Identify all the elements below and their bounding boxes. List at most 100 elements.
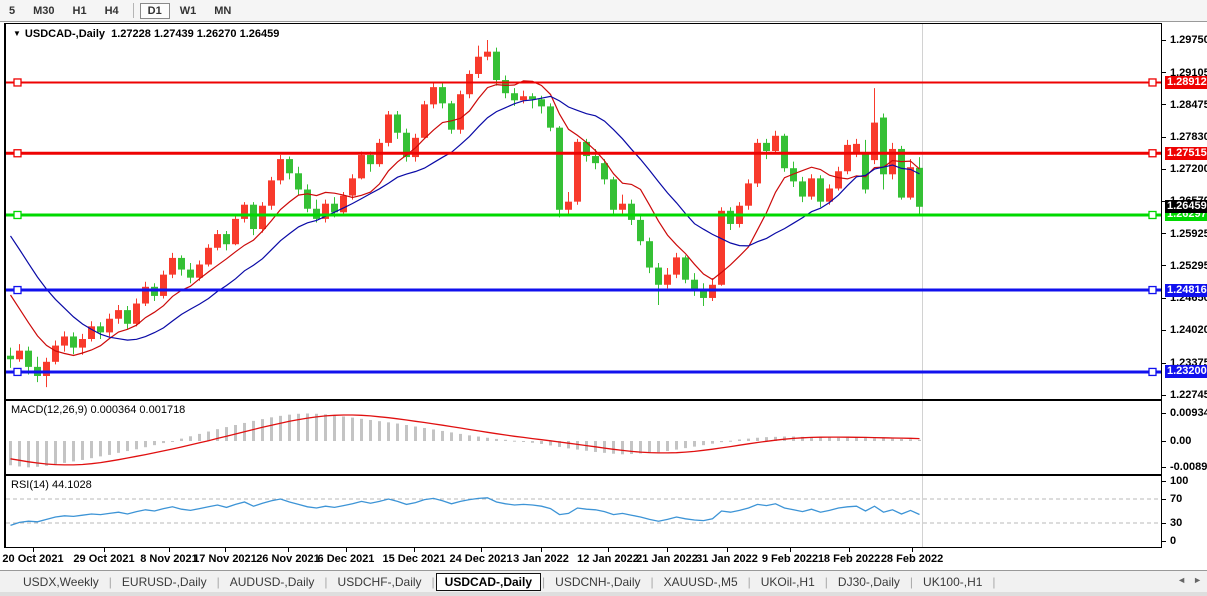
- chart-title: ▼ USDCAD-,Daily 1.27228 1.27439 1.26270 1…: [13, 28, 279, 40]
- date-label: 3 Jan 2022: [513, 553, 569, 565]
- price-axis-label: 1.29105: [1170, 66, 1207, 79]
- price-axis-tick: [1162, 104, 1166, 106]
- date-label: 20 Oct 2021: [2, 553, 64, 565]
- date-tick: [541, 548, 542, 552]
- date-label: 28 Feb 2022: [880, 553, 944, 565]
- date-tick: [849, 548, 850, 552]
- rsi-axis-label: 100: [1170, 475, 1189, 487]
- macd-values: 0.000364 0.001718: [90, 404, 186, 416]
- tab-usdx-weekly[interactable]: USDX,Weekly: [23, 574, 99, 589]
- timeframe-button-mn[interactable]: MN: [214, 4, 232, 17]
- ma-fast-line: [9, 80, 920, 357]
- date-tick: [608, 548, 609, 552]
- rsi-pane[interactable]: RSI(14) 44.1028: [4, 475, 1162, 548]
- rsi-axis-label: 30: [1170, 517, 1183, 529]
- date-label: 6 Dec 2021: [317, 553, 375, 565]
- chart-dropdown-icon[interactable]: ▼: [13, 29, 21, 38]
- date-label: 29 Oct 2021: [73, 553, 135, 565]
- tab-separator: |: [542, 574, 546, 589]
- timeframe-button-5[interactable]: 5: [9, 4, 16, 17]
- date-tick: [481, 548, 482, 552]
- macd-axis-tick: [1162, 440, 1166, 442]
- timeframe-toolbar: 5 M30 H1 H4 D1 W1 MN: [0, 0, 1207, 22]
- macd-pane[interactable]: MACD(12,26,9) 0.000364 0.001718: [4, 400, 1162, 475]
- macd-axis-label: 0.009345: [1170, 407, 1207, 420]
- date-tick: [288, 548, 289, 552]
- price-axis-tick: [1162, 168, 1166, 170]
- price-pane[interactable]: ▼ USDCAD-,Daily 1.27228 1.27439 1.26270 1…: [4, 23, 1162, 400]
- price-axis-label: 1.25925: [1170, 227, 1207, 240]
- chart-tabs: USDX,Weekly | EURUSD-,Daily | AUDUSD-,Daily |…: [0, 570, 1207, 592]
- status-strip: [0, 592, 1207, 596]
- ma-slow-line: [9, 95, 920, 341]
- date-tick: [346, 548, 347, 552]
- macd-histogram: [9, 413, 921, 468]
- date-tick: [727, 548, 728, 552]
- timeframe-button-d1[interactable]: D1: [139, 2, 170, 19]
- rsi-axis-label: 70: [1170, 493, 1183, 505]
- price-axis-label: 1.28475: [1170, 98, 1207, 111]
- date-label: 12 Jan 2022: [577, 553, 639, 565]
- date-tick: [104, 548, 105, 552]
- current-price-tag: 1.26459: [1165, 200, 1207, 214]
- price-axis-tick: [1162, 136, 1166, 138]
- rsi-value: 44.1028: [51, 479, 92, 491]
- price-axis-label: 1.29750: [1170, 34, 1207, 46]
- tabs-scroll-right-icon[interactable]: ►: [1193, 575, 1202, 585]
- macd-canvas[interactable]: [6, 401, 1161, 474]
- horizontal-levels: [6, 78, 1161, 377]
- rsi-canvas[interactable]: [6, 476, 1161, 547]
- time-axis[interactable]: 20 Oct 2021 29 Oct 2021 8 Nov 2021 17 Nov 2…: [2, 548, 1162, 570]
- price-axis-tick: [1162, 297, 1166, 299]
- tabs-scroll-left-icon[interactable]: ◄: [1177, 575, 1187, 585]
- tab-usdcad-daily[interactable]: USDCAD-,Daily: [435, 572, 542, 591]
- macd-axis-tick: [1162, 412, 1166, 414]
- date-tick: [667, 548, 668, 552]
- toolbar-separator: [132, 3, 134, 18]
- tabs-scroll-arrows: ◄ ►: [1170, 575, 1202, 585]
- timeframe-button-m30[interactable]: M30: [33, 4, 55, 17]
- tab-xauusd-m5[interactable]: XAUUSD-,M5: [663, 574, 738, 589]
- level-handle: [1148, 285, 1157, 295]
- timeframe-button-h1[interactable]: H1: [72, 4, 87, 17]
- tab-separator: |: [747, 574, 751, 589]
- price-axis-label: 1.27830: [1170, 131, 1207, 144]
- macd-signal-line: [10, 414, 920, 466]
- tab-uk100-h1[interactable]: UK100-,H1: [923, 574, 983, 589]
- price-axis-label: 1.27200: [1170, 163, 1207, 176]
- tab-dj30-daily[interactable]: DJ30-,Daily: [837, 574, 900, 589]
- date-tick: [912, 548, 913, 552]
- chart-ohlc-values: 1.27228 1.27439 1.26270 1.26459: [111, 28, 280, 40]
- price-level-tag-1.23200: 1.23200: [1165, 365, 1207, 379]
- rsi-axis-label: 0: [1170, 535, 1177, 547]
- price-axis-tick: [1162, 233, 1166, 235]
- candles: [7, 40, 923, 388]
- price-axis-tick: [1162, 329, 1166, 331]
- tab-ukoil-h1[interactable]: UKOil-,H1: [760, 574, 815, 589]
- level-handle: [13, 149, 22, 158]
- level-handle: [1148, 149, 1157, 158]
- date-tick: [33, 548, 34, 552]
- tab-eurusd-daily[interactable]: EURUSD-,Daily: [121, 574, 207, 589]
- rsi-axis-tick: [1162, 498, 1166, 500]
- level-handle: [1148, 210, 1157, 220]
- date-tick: [225, 548, 226, 552]
- date-label: 17 Nov 2021: [193, 553, 257, 565]
- price-axis-tick: [1162, 394, 1166, 396]
- date-tick: [414, 548, 415, 552]
- date-label: 8 Nov 2021: [140, 553, 198, 565]
- price-level-tag-1.28912: 1.28912: [1165, 75, 1207, 89]
- level-handle: [1148, 78, 1157, 87]
- price-chart-canvas[interactable]: [6, 24, 1161, 399]
- date-label: 15 Dec 2021: [382, 553, 446, 565]
- timeframe-button-w1[interactable]: W1: [179, 4, 197, 17]
- price-axis-tick: [1162, 265, 1166, 267]
- price-axis[interactable]: 1.297501.291051.284751.278301.272001.265…: [1162, 23, 1207, 548]
- date-tick: [169, 548, 170, 552]
- timeframe-button-h4[interactable]: H4: [104, 4, 119, 17]
- tab-usdchf-daily[interactable]: USDCHF-,Daily: [337, 574, 422, 589]
- tab-usdcnh-daily[interactable]: USDCNH-,Daily: [555, 574, 641, 589]
- tab-audusd-daily[interactable]: AUDUSD-,Daily: [229, 574, 315, 589]
- price-axis-label: 1.24020: [1170, 324, 1207, 337]
- tab-separator: |: [992, 574, 996, 589]
